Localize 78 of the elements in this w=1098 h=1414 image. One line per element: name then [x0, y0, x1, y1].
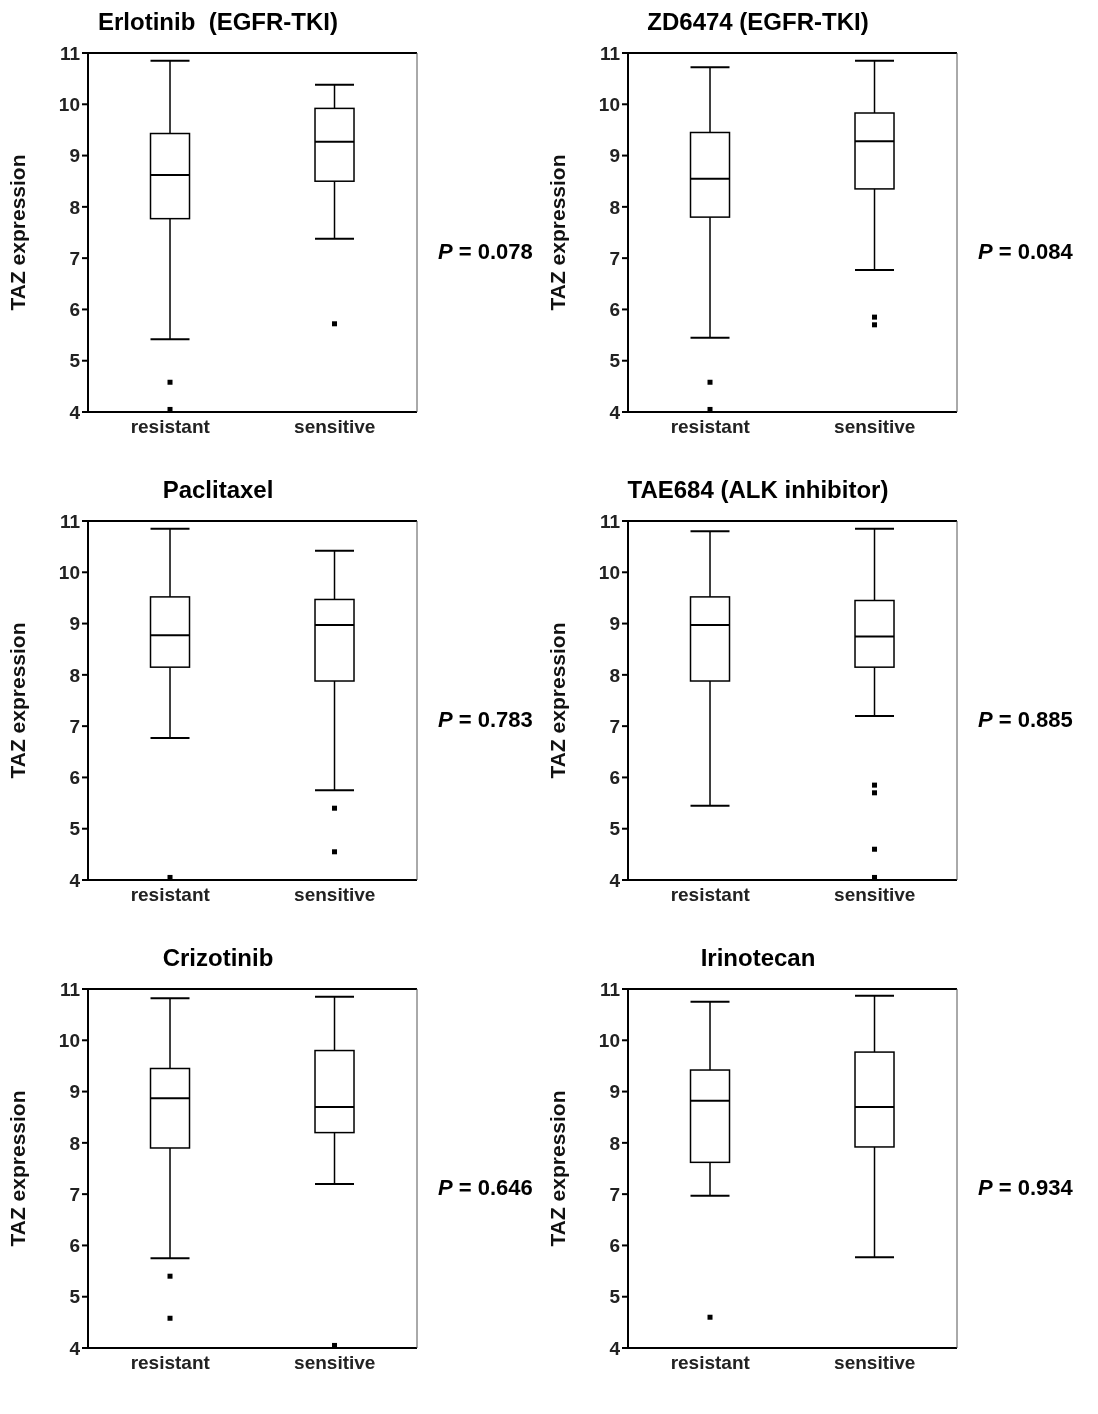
y-tick-label: 5	[609, 1286, 621, 1308]
y-tick-label: 6	[609, 1235, 620, 1257]
y-tick-label: 5	[69, 818, 81, 840]
y-tick-label: 10	[58, 1030, 80, 1052]
text: P = 0.885	[978, 707, 1073, 733]
text: P = 0.783	[438, 707, 533, 733]
chart-title: Crizotinib	[161, 944, 275, 973]
y-tick-label: 9	[69, 1081, 80, 1103]
y-tick-label: 6	[69, 299, 80, 321]
y-tick-label: 6	[609, 767, 620, 789]
text: P = 0.078	[438, 239, 533, 265]
y-tick-label: 8	[69, 196, 80, 218]
y-axis-title: TAZ expression	[6, 1090, 30, 1247]
y-tick-label: 7	[69, 1183, 80, 1205]
x-tick-label: sensitive	[294, 1352, 376, 1374]
x-tick-label: sensitive	[834, 1352, 916, 1374]
y-tick-label: 11	[59, 510, 81, 532]
y-tick-label: 8	[609, 664, 620, 686]
y-tick-label: 5	[69, 1286, 81, 1308]
x-tick-label: resistant	[670, 884, 751, 906]
y-tick-label: 4	[69, 869, 81, 891]
y-tick-label: 4	[609, 869, 621, 891]
text: P = 0.646	[438, 1175, 533, 1201]
y-tick-label: 10	[598, 562, 620, 584]
y-tick-label: 11	[59, 978, 81, 1000]
y-tick-label: 11	[599, 978, 621, 1000]
y-tick-label: 11	[599, 42, 621, 64]
y-tick-label: 11	[59, 42, 81, 64]
chart-title: Erlotinib (EGFR-TKI)	[97, 8, 339, 37]
y-tick-label: 8	[609, 1132, 620, 1154]
y-tick-label: 4	[69, 401, 81, 423]
x-tick-label: sensitive	[834, 416, 916, 438]
y-tick-label: 9	[69, 613, 80, 635]
y-tick-label: 11	[599, 510, 621, 532]
y-tick-label: 8	[609, 196, 620, 218]
y-tick-label: 4	[69, 1337, 81, 1359]
y-tick-label: 5	[609, 350, 621, 372]
chart-title: ZD6474 (EGFR-TKI)	[646, 8, 870, 37]
y-tick-label: 10	[58, 562, 80, 584]
y-tick-label: 4	[609, 1337, 621, 1359]
y-axis-title: TAZ expression	[546, 154, 570, 311]
text: P = 0.084	[978, 239, 1073, 265]
y-tick-label: 7	[69, 715, 80, 737]
x-tick-label: resistant	[670, 416, 751, 438]
chart-title: Paclitaxel	[161, 476, 275, 505]
x-tick-label: sensitive	[834, 884, 916, 906]
y-tick-label: 6	[69, 1235, 80, 1257]
y-tick-label: 6	[609, 299, 620, 321]
chart-title: TAE684 (ALK inhibitor)	[626, 476, 890, 505]
y-tick-label: 8	[69, 664, 80, 686]
y-axis-title: TAZ expression	[6, 154, 30, 311]
x-tick-label: sensitive	[294, 416, 376, 438]
y-tick-label: 7	[609, 715, 620, 737]
y-tick-label: 9	[609, 613, 620, 635]
chart-title: Irinotecan	[699, 944, 817, 973]
y-tick-label: 8	[69, 1132, 80, 1154]
x-tick-label: resistant	[670, 1352, 751, 1374]
y-axis-title: TAZ expression	[6, 622, 30, 779]
x-tick-label: resistant	[130, 416, 211, 438]
y-tick-label: 7	[609, 1183, 620, 1205]
y-tick-label: 6	[69, 767, 80, 789]
y-tick-label: 5	[609, 818, 621, 840]
y-tick-label: 7	[609, 247, 620, 269]
y-tick-label: 10	[598, 1030, 620, 1052]
y-tick-label: 10	[598, 94, 620, 116]
y-tick-label: 4	[609, 401, 621, 423]
y-axis-title: TAZ expression	[546, 622, 570, 779]
y-tick-label: 9	[69, 145, 80, 167]
x-tick-label: sensitive	[294, 884, 376, 906]
x-tick-label: resistant	[130, 884, 211, 906]
y-tick-label: 7	[69, 247, 80, 269]
y-tick-label: 9	[609, 145, 620, 167]
text: P = 0.934	[978, 1175, 1073, 1201]
y-tick-label: 9	[609, 1081, 620, 1103]
y-tick-label: 5	[69, 350, 81, 372]
y-axis-title: TAZ expression	[546, 1090, 570, 1247]
x-tick-label: resistant	[130, 1352, 211, 1374]
y-tick-label: 10	[58, 94, 80, 116]
